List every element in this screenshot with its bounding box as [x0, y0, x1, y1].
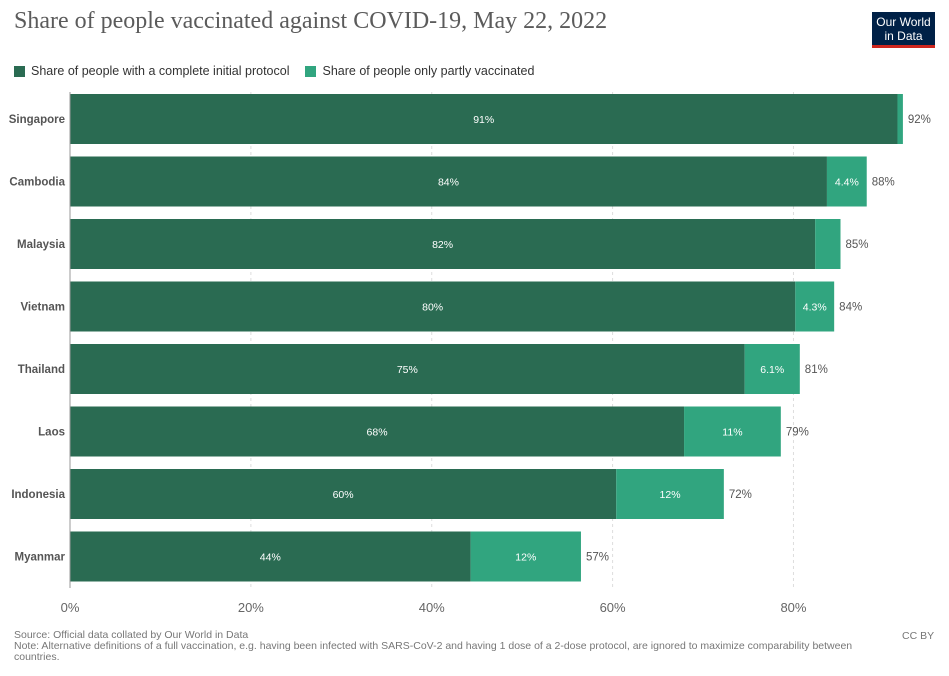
bar-complete	[70, 94, 898, 144]
bar-partial	[684, 406, 781, 457]
source-text: Source: Official data collated by Our Wo…	[14, 629, 249, 641]
category-label: Myanmar	[15, 552, 66, 564]
data-label: 84%	[438, 177, 459, 189]
bar-partial	[897, 94, 903, 144]
x-tick-label: 20%	[238, 600, 264, 615]
total-label: 79%	[786, 427, 809, 439]
total-label: 92%	[908, 114, 931, 126]
total-label: 72%	[729, 489, 752, 501]
bar-partial	[815, 219, 841, 269]
legend-label-partial: Share of people only partly vaccinated	[322, 64, 535, 78]
total-label: 57%	[586, 552, 609, 564]
data-label: 6.1%	[760, 364, 784, 376]
bar-partial	[826, 156, 867, 207]
data-label: 4.3%	[803, 302, 827, 314]
total-label: 85%	[846, 239, 869, 251]
owid-logo[interactable]: Our World in Data	[872, 12, 935, 48]
bar-partial	[744, 344, 800, 394]
x-tick-label: 80%	[780, 600, 806, 615]
data-label: 82%	[432, 239, 453, 251]
data-label: 91%	[473, 114, 494, 126]
bar-partial	[795, 281, 835, 332]
bar-partial	[470, 531, 581, 582]
license-link[interactable]: CC BY	[902, 630, 935, 642]
data-label: 60%	[333, 489, 354, 501]
category-label: Singapore	[9, 114, 65, 126]
category-label: Malaysia	[17, 239, 66, 251]
bar-complete	[70, 469, 617, 519]
x-tick-label: 0%	[61, 600, 80, 615]
chart-title: Share of people vaccinated against COVID…	[14, 8, 608, 34]
total-label: 84%	[839, 302, 862, 314]
note-text: Note: Alternative definitions of a full …	[14, 640, 853, 663]
legend-swatch-partial	[305, 65, 317, 77]
data-label: 75%	[397, 364, 418, 376]
x-tick-label: 60%	[600, 600, 626, 615]
bar-partial	[616, 469, 724, 519]
data-label: 44%	[260, 552, 281, 564]
data-label: 80%	[422, 302, 443, 314]
footer: Source: Official data collated by Our Wo…	[14, 630, 894, 663]
legend-label-complete: Share of people with a complete initial …	[31, 64, 290, 78]
bar-complete	[70, 219, 816, 269]
bar-complete	[70, 156, 827, 207]
data-label: 12%	[660, 489, 681, 501]
logo-line-1: Our World	[876, 15, 931, 29]
data-label: 68%	[367, 427, 388, 439]
legend-item-partial[interactable]: Share of people only partly vaccinated	[305, 64, 534, 78]
category-label: Thailand	[18, 364, 65, 376]
category-label: Indonesia	[11, 489, 65, 501]
data-label: 4.4%	[835, 177, 859, 189]
total-label: 81%	[805, 364, 828, 376]
total-label: 88%	[872, 177, 895, 189]
legend: Share of people with a complete initial …	[14, 64, 550, 78]
category-label: Laos	[38, 427, 65, 439]
legend-swatch-complete	[14, 65, 25, 77]
bar-complete	[70, 531, 471, 582]
bar-complete	[70, 406, 685, 457]
data-label: 12%	[515, 552, 536, 564]
data-label: 11%	[722, 427, 742, 439]
category-label: Cambodia	[9, 177, 65, 189]
bar-complete	[70, 281, 796, 332]
category-label: Vietnam	[20, 302, 65, 314]
x-tick-label: 40%	[419, 600, 445, 615]
bar-complete	[70, 344, 745, 394]
logo-line-2: in Data	[884, 29, 923, 43]
legend-item-complete[interactable]: Share of people with a complete initial …	[14, 64, 289, 78]
